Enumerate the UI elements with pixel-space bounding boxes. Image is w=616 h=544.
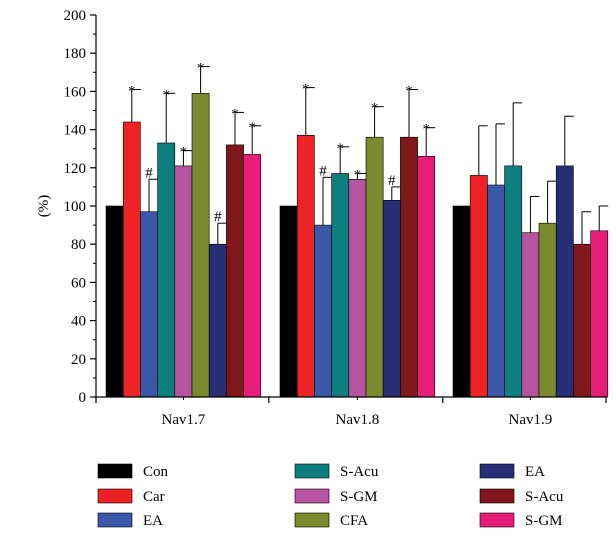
legend-label: S-GM xyxy=(340,489,378,505)
bar xyxy=(469,175,488,398)
x-tick-label: Nav1.9 xyxy=(509,412,553,428)
y-tick-label: 200 xyxy=(64,8,87,24)
legend-item: EA xyxy=(97,512,163,529)
legend-label: EA xyxy=(143,513,163,529)
bar xyxy=(226,144,244,398)
legend-swatch xyxy=(294,463,330,479)
y-tick-label: 40 xyxy=(71,314,86,330)
bar xyxy=(191,93,210,398)
significance-mark: # xyxy=(388,173,396,189)
significance-mark: * xyxy=(422,122,430,138)
bar xyxy=(105,205,124,398)
significance-mark: * xyxy=(248,120,256,136)
legend-swatch xyxy=(97,488,133,504)
bar xyxy=(122,121,141,398)
bar xyxy=(417,156,436,398)
legend-swatch xyxy=(479,488,515,504)
legend-swatch xyxy=(294,488,330,504)
legend-swatch xyxy=(294,512,330,528)
y-tick-label: 120 xyxy=(64,161,87,177)
legend-item: S-GM xyxy=(294,488,378,505)
legend-swatch xyxy=(97,463,133,479)
legend-swatch xyxy=(97,512,133,528)
plot-area: * # * * * # * * * # * * * # * * 0 20 40 60 80 100 120 140 160 180… xyxy=(64,8,609,428)
y-tick-label: 80 xyxy=(71,237,86,253)
bar xyxy=(504,165,523,398)
significance-mark: # xyxy=(145,165,153,181)
bar xyxy=(400,136,418,398)
bar xyxy=(452,205,471,398)
y-tick-label: 140 xyxy=(64,123,87,139)
legend-item: S-Acu xyxy=(294,463,379,480)
legend-item: S-Acu xyxy=(479,488,564,505)
legend-label: S-Acu xyxy=(340,464,379,480)
bar xyxy=(521,232,540,398)
x-tick-label: Nav1.7 xyxy=(162,412,206,428)
significance-mark: * xyxy=(354,168,362,184)
bar xyxy=(590,230,609,398)
significance-mark: * xyxy=(128,84,136,100)
significance-mark: * xyxy=(197,61,205,77)
significance-mark: * xyxy=(371,101,379,117)
significance-mark: * xyxy=(336,141,344,157)
significance-mark: * xyxy=(231,106,239,122)
bar xyxy=(382,200,401,398)
bar xyxy=(487,184,505,398)
bar xyxy=(365,136,384,398)
significance-mark: # xyxy=(214,209,222,225)
legend-item: Con xyxy=(97,463,169,480)
bar xyxy=(331,173,350,398)
legend-item: S-GM xyxy=(479,512,563,529)
y-tick-label: 100 xyxy=(64,199,87,215)
y-axis-label: (%) xyxy=(36,195,52,218)
bar xyxy=(140,211,158,398)
legend-swatch xyxy=(479,512,515,528)
y-tick-label: 180 xyxy=(64,46,87,62)
bar xyxy=(157,142,176,398)
legend-item: Car xyxy=(97,488,165,505)
bar xyxy=(538,222,557,398)
legend-label: Con xyxy=(143,464,169,480)
legend-item: EA xyxy=(479,463,545,480)
bar xyxy=(314,224,332,398)
bar xyxy=(279,205,298,398)
legend: Con Car EA S-Acu S-GM CFA EA S-Acu S-GM xyxy=(97,463,564,529)
y-tick-label: 160 xyxy=(64,84,87,100)
y-tick-label: 20 xyxy=(71,352,86,368)
legend-swatch xyxy=(479,463,515,479)
significance-mark: # xyxy=(319,163,327,179)
x-tick-label: Nav1.8 xyxy=(336,412,380,428)
significance-mark: * xyxy=(302,82,310,98)
bar xyxy=(296,135,315,398)
legend-label: Car xyxy=(143,489,165,505)
legend-label: EA xyxy=(525,464,545,480)
legend-label: S-GM xyxy=(525,513,563,529)
bar xyxy=(555,165,574,398)
bar xyxy=(208,243,227,398)
bar xyxy=(348,179,367,398)
bar xyxy=(573,243,591,398)
significance-mark: * xyxy=(180,145,188,161)
y-tick-label: 60 xyxy=(71,275,86,291)
y-tick-label: 0 xyxy=(79,390,87,406)
legend-item: CFA xyxy=(294,512,368,529)
legend-label: S-Acu xyxy=(525,489,564,505)
significance-mark: * xyxy=(162,87,170,103)
bar xyxy=(174,165,193,398)
bar xyxy=(243,154,262,398)
legend-label: CFA xyxy=(340,513,368,529)
significance-mark: * xyxy=(405,84,413,100)
